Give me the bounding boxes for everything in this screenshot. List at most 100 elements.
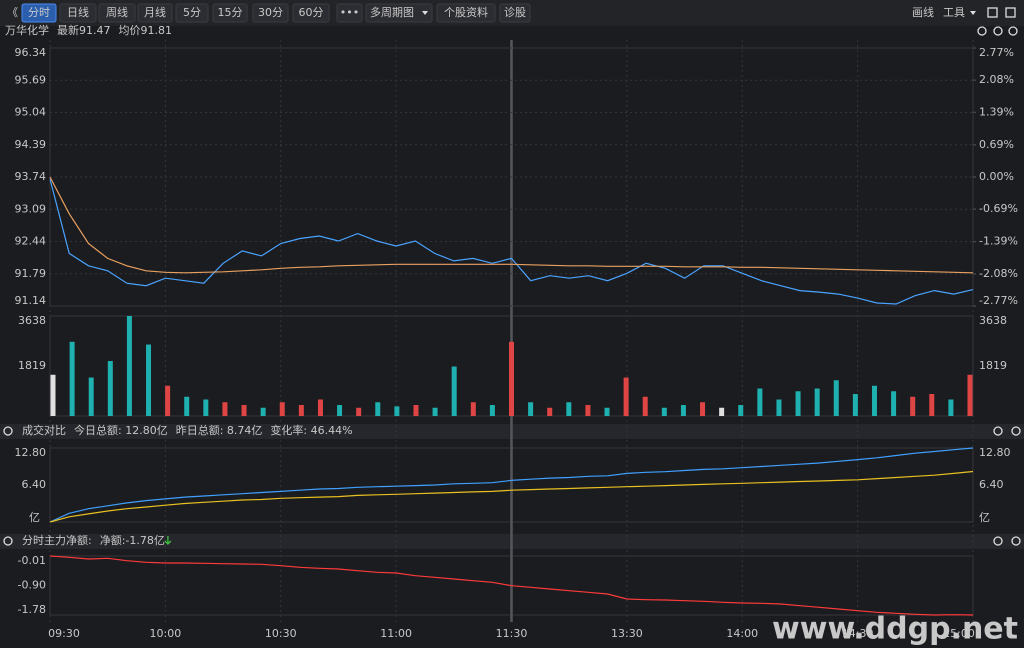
- toolbar-button[interactable]: [212, 3, 248, 23]
- volume-bar: [375, 402, 381, 416]
- toolbar-button[interactable]: [499, 3, 531, 23]
- y2-tick-label: 0.00%: [979, 170, 1014, 183]
- y-tick-label: 95.04: [15, 106, 47, 119]
- volume-bar: [719, 407, 725, 416]
- toolbar-button[interactable]: [252, 3, 289, 23]
- volume-bar: [833, 380, 839, 416]
- y-tick-label: 93.09: [15, 202, 47, 215]
- toolbar-button[interactable]: [175, 3, 209, 23]
- volume-bar: [394, 406, 400, 416]
- y-tick-label: 91.79: [15, 267, 47, 280]
- volume-bar: [165, 385, 171, 416]
- x-tick-label: 14:00: [726, 627, 758, 640]
- toolbar-button-label[interactable]: 多周期图: [370, 5, 414, 19]
- series-line: [49, 470, 974, 523]
- y-tick-label: 6.40: [22, 478, 47, 491]
- toolbar-button[interactable]: [98, 3, 136, 23]
- toolbar-button[interactable]: [292, 3, 330, 23]
- volume-bar: [871, 385, 877, 416]
- x-tick-label: 13:30: [611, 627, 643, 640]
- volume-bar: [509, 341, 514, 416]
- volume-bar: [222, 402, 228, 416]
- toolbar-button-label[interactable]: 周线: [106, 5, 128, 19]
- volume-bar: [126, 316, 132, 416]
- y2-tick-label: -1.39%: [979, 235, 1018, 248]
- y2-tick-label: 2.08%: [979, 73, 1014, 86]
- series-line: [49, 555, 974, 616]
- toolbar-right[interactable]: 画线: [912, 5, 934, 19]
- volume-bar: [757, 388, 763, 416]
- toolbar-button-label[interactable]: 15分: [218, 6, 243, 19]
- panel-title: 万华化学: [5, 23, 49, 37]
- volume-bar: [317, 399, 323, 416]
- toolbar-button[interactable]: [21, 3, 57, 23]
- y2-tick-label: 1.39%: [979, 105, 1014, 118]
- x-tick-label: 11:30: [496, 627, 528, 640]
- toolbar-button-label[interactable]: 个股资料: [444, 5, 488, 19]
- volume-bar: [642, 396, 648, 416]
- toolbar-button-label[interactable]: 诊股: [504, 5, 526, 19]
- toolbar-right[interactable]: 工具: [943, 6, 965, 19]
- volume-bar: [413, 405, 419, 416]
- volume-bar: [489, 405, 495, 416]
- volume-bar: [814, 388, 820, 416]
- toolbar-button-label[interactable]: •••: [340, 6, 359, 19]
- y-tick-label: 94.39: [15, 138, 47, 151]
- volume-bar: [680, 405, 686, 416]
- toolbar-button-label[interactable]: 分时: [28, 6, 50, 19]
- volume-bar: [547, 407, 553, 416]
- y-tick-label: 91.14: [15, 294, 47, 307]
- y-tick-label: -0.01: [18, 554, 46, 567]
- y2-tick-label: 0.69%: [979, 138, 1014, 151]
- dropdown-icon: [970, 11, 976, 15]
- unit-label: 亿: [979, 511, 990, 524]
- volume-bar: [203, 399, 209, 416]
- volume-bar: [929, 394, 935, 416]
- toolbar-button[interactable]: [137, 3, 173, 23]
- series-line: [49, 176, 974, 274]
- toolbar-button[interactable]: [336, 3, 363, 23]
- volume-bar: [795, 391, 801, 416]
- volume-bar: [604, 407, 610, 416]
- toolbar-button-label[interactable]: 日线: [67, 5, 89, 19]
- y2-tick-label: -0.69%: [979, 202, 1018, 215]
- change-rate: 变化率: 46.44%: [270, 423, 352, 437]
- legend-entry: 最新91.47: [57, 23, 111, 37]
- down-arrow: [164, 536, 172, 545]
- back-button[interactable]: 《: [7, 6, 18, 19]
- toolbar-button-label[interactable]: 月线: [144, 5, 166, 19]
- legend-entry: 今日总额: 12.80亿: [74, 423, 168, 437]
- x-tick-label: 09:30: [48, 627, 80, 640]
- x-tick-label: 14:30: [842, 627, 874, 640]
- legend-entry: 均价91.81: [119, 24, 173, 37]
- y-tick-label-right: 1819: [979, 359, 1007, 372]
- x-tick-label: 10:30: [265, 627, 297, 640]
- volume-bar: [738, 405, 744, 416]
- y-tick-label: 92.44: [15, 235, 47, 248]
- toolbar-button[interactable]: [365, 3, 433, 23]
- toolbar-button-label[interactable]: 60分: [299, 6, 324, 19]
- y2-tick-label: -2.77%: [979, 294, 1018, 307]
- toolbar-button-label[interactable]: 5分: [183, 6, 201, 19]
- toolbar-button[interactable]: [436, 3, 496, 23]
- y-tick-label: 93.74: [15, 170, 47, 183]
- volume-bar: [891, 391, 897, 416]
- volume-bar: [528, 402, 534, 416]
- volume-bar: [432, 407, 438, 416]
- volume-bar: [948, 399, 954, 416]
- volume-bar: [184, 396, 190, 416]
- volume-bar: [451, 366, 457, 416]
- volume-bar: [470, 402, 476, 416]
- header-icons: [3, 7, 1021, 546]
- volume-bar: [967, 374, 973, 416]
- panel-title: 成交对比: [22, 423, 66, 437]
- toolbar-button[interactable]: [59, 3, 97, 23]
- volume-bar: [88, 377, 94, 416]
- toolbar-button-label[interactable]: 30分: [258, 6, 283, 19]
- y-tick-label: 1819: [18, 359, 46, 372]
- volume-bar: [50, 374, 56, 416]
- watermark: www.ddgp.net: [772, 612, 1018, 647]
- x-tick-label: 11:00: [380, 627, 412, 640]
